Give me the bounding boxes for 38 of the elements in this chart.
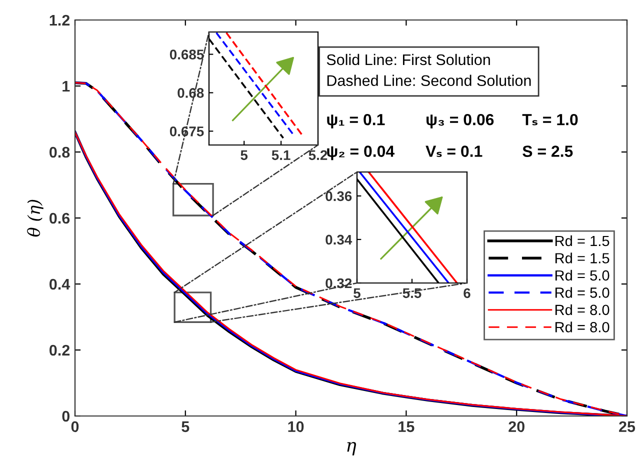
y-tick-label: 0.36	[326, 191, 352, 202]
y-tick-label: 0.34	[326, 234, 352, 245]
x-tick-label: 6	[464, 288, 470, 298]
y-tick-label: 0.675	[170, 126, 204, 136]
annotation: Tₛ = 1.0	[522, 114, 578, 126]
y-tick-label: 0.8	[50, 146, 70, 158]
y-tick-label: 1.2	[50, 14, 70, 26]
y-tick-label: 0.6	[50, 212, 70, 224]
x-axis-title: η	[347, 442, 356, 456]
annotation: ψ₁ = 0.1	[327, 114, 385, 128]
legend-label: Rd = 5.0	[555, 270, 610, 281]
x-tick-label: 5	[354, 288, 360, 298]
y-axis-title: θ (η)	[27, 200, 44, 237]
y-tick-label: 0.68	[178, 88, 204, 98]
x-tick-label: 5	[182, 421, 190, 432]
x-tick-label: 5	[240, 150, 248, 160]
x-tick-label: 25	[619, 421, 636, 432]
legend-label: Rd = 1.5	[555, 252, 610, 264]
x-tick-label: 5.1	[272, 150, 290, 160]
y-tick-label: 0.4	[50, 278, 70, 290]
x-tick-label: 20	[508, 421, 524, 432]
annotation: ψ₃ = 0.06	[426, 114, 494, 128]
y-tick-label: 0.2	[50, 344, 70, 356]
legend-label: Rd = 8.0	[555, 304, 610, 316]
annotation: ψ₂ = 0.04	[327, 146, 394, 160]
legend-label: Rd = 5.0	[555, 287, 610, 298]
legend-label: Rd = 1.5	[555, 235, 610, 246]
annotation: Solid Line: First Solution Dashed Line: Second Solution	[326, 54, 531, 86]
x-tick-label: 15	[398, 421, 414, 432]
legend-label: Rd = 8.0	[555, 322, 610, 332]
x-tick-label: 5.2	[308, 150, 328, 160]
y-tick-label: 0.685	[170, 50, 204, 60]
annotation: S = 2.5	[522, 146, 573, 157]
x-tick-label: 10	[288, 421, 304, 432]
x-tick-label: 0	[71, 421, 79, 432]
y-tick-label: 1	[62, 81, 70, 92]
annotation: Vₛ = 0.1	[426, 146, 482, 157]
y-tick-label: 0	[62, 410, 70, 422]
